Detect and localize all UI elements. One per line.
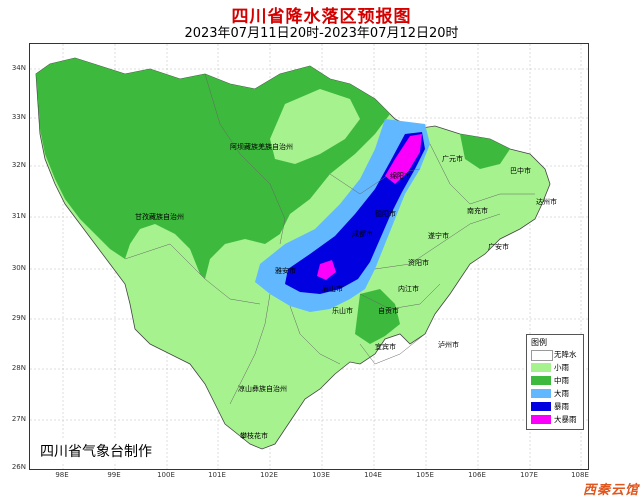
precipitation-map: 阿坝藏族羌族自治州 甘孜藏族自治州 凉山彝族自治州 攀枝花市 绵阳市 广元市 巴… bbox=[29, 43, 589, 470]
place-label: 阿坝藏族羌族自治州 bbox=[230, 143, 293, 151]
legend-label: 大雨 bbox=[554, 389, 569, 398]
downpour-area-north bbox=[385, 134, 422, 184]
map-canvas bbox=[30, 44, 588, 469]
longitude-label: 108E bbox=[571, 471, 589, 479]
legend-swatch bbox=[531, 363, 551, 372]
place-label: 达州市 bbox=[536, 198, 557, 206]
latitude-label: 34N bbox=[11, 64, 26, 72]
map-legend: 图例 无降水 小雨 中雨 大雨 暴雨 大暴雨 bbox=[526, 334, 584, 430]
legend-swatch bbox=[531, 350, 553, 361]
place-label: 泸州市 bbox=[438, 341, 459, 349]
legend-item: 无降水 bbox=[531, 349, 581, 361]
legend-item: 大暴雨 bbox=[531, 414, 581, 425]
watermark-logo: 西秦云馆 bbox=[582, 483, 639, 498]
place-label: 广元市 bbox=[442, 155, 463, 163]
legend-label: 中雨 bbox=[554, 376, 569, 385]
moderate-rain-east bbox=[460, 134, 510, 169]
place-label: 眉山市 bbox=[322, 285, 343, 293]
place-label: 遂宁市 bbox=[428, 232, 449, 240]
legend-label: 暴雨 bbox=[554, 402, 569, 411]
place-label: 巴中市 bbox=[510, 167, 531, 175]
credit-label: 四川省气象台制作 bbox=[36, 439, 156, 463]
place-label: 内江市 bbox=[398, 285, 419, 293]
legend-item: 暴雨 bbox=[531, 401, 581, 412]
place-label: 广安市 bbox=[488, 243, 509, 251]
longitude-label: 103E bbox=[312, 471, 330, 479]
longitude-label: 99E bbox=[107, 471, 121, 479]
map-title: 四川省降水落区预报图 bbox=[231, 7, 412, 27]
place-label: 绵阳市 bbox=[390, 172, 411, 180]
place-label: 攀枝花市 bbox=[240, 432, 268, 440]
longitude-label: 102E bbox=[260, 471, 278, 479]
longitude-label: 104E bbox=[364, 471, 382, 479]
latitude-label: 28N bbox=[11, 364, 26, 372]
place-label: 雅安市 bbox=[275, 267, 296, 275]
longitude-label: 106E bbox=[468, 471, 486, 479]
legend-swatch bbox=[531, 415, 551, 424]
place-label: 乐山市 bbox=[332, 307, 353, 315]
prefecture-boundaries bbox=[124, 73, 535, 405]
legend-swatch bbox=[531, 389, 551, 398]
legend-label: 大暴雨 bbox=[554, 415, 577, 424]
legend-item: 中雨 bbox=[531, 375, 581, 386]
legend-label: 无降水 bbox=[554, 350, 577, 359]
longitude-label: 107E bbox=[520, 471, 538, 479]
forecast-period: 2023年07月11日20时-2023年07月12日20时 bbox=[184, 26, 459, 41]
place-label: 凉山彝族自治州 bbox=[238, 385, 287, 393]
legend-label: 小雨 bbox=[554, 363, 569, 372]
latitude-label: 29N bbox=[11, 314, 26, 322]
place-label: 德阳市 bbox=[375, 210, 396, 218]
longitude-label: 105E bbox=[416, 471, 434, 479]
latitude-label: 30N bbox=[11, 264, 26, 272]
legend-title: 图例 bbox=[531, 338, 547, 347]
moderate-rain-southeast bbox=[355, 289, 400, 344]
downpour-area-south bbox=[317, 260, 336, 280]
light-rain-patch-north bbox=[270, 89, 360, 164]
longitude-label: 100E bbox=[157, 471, 175, 479]
place-label: 成都市 bbox=[352, 230, 373, 238]
longitude-label: 101E bbox=[208, 471, 226, 479]
legend-item: 大雨 bbox=[531, 388, 581, 399]
latitude-label: 31N bbox=[11, 212, 26, 220]
latitude-label: 32N bbox=[11, 161, 26, 169]
latitude-label: 33N bbox=[11, 113, 26, 121]
place-label: 自贡市 bbox=[378, 307, 399, 315]
legend-swatch bbox=[531, 376, 551, 385]
place-label: 甘孜藏族自治州 bbox=[135, 213, 184, 221]
place-label: 资阳市 bbox=[408, 259, 429, 267]
place-label: 南充市 bbox=[467, 207, 488, 215]
legend-swatch bbox=[531, 402, 551, 411]
place-label: 宜宾市 bbox=[375, 343, 396, 351]
latitude-label: 26N bbox=[11, 463, 26, 471]
latitude-label: 27N bbox=[11, 415, 26, 423]
legend-item: 小雨 bbox=[531, 362, 581, 373]
longitude-label: 98E bbox=[55, 471, 69, 479]
